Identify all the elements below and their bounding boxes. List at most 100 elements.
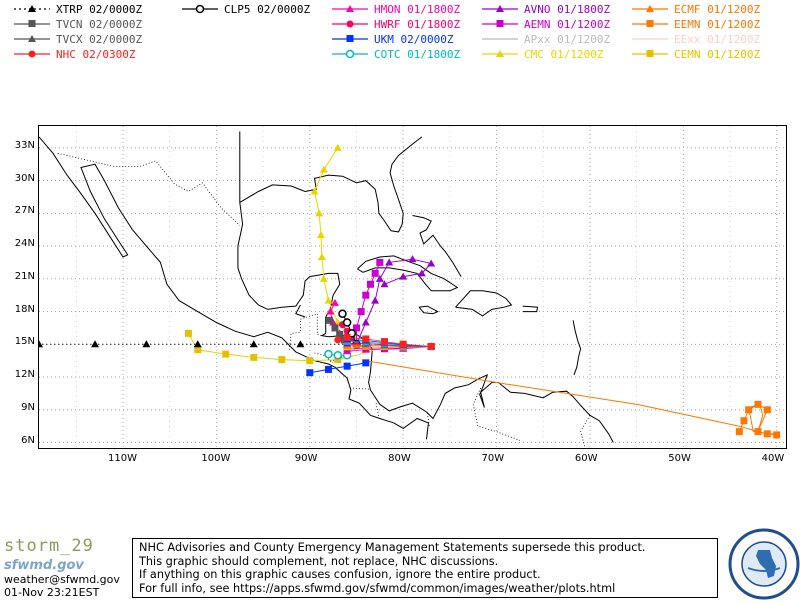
track-point — [342, 318, 352, 327]
coast-north-america-west — [38, 136, 429, 440]
lon-label: 60W — [574, 453, 598, 464]
legend-label: CMC 01/1200Z — [524, 47, 604, 61]
legend-swatch — [14, 20, 50, 27]
track-point — [375, 274, 384, 282]
lat-label: 30N — [14, 172, 35, 184]
legend-label: TVCX 02/0000Z — [56, 32, 143, 46]
coast-bahamas — [412, 215, 462, 277]
legend-swatch — [14, 5, 50, 12]
legend-item-tvcx: TVCX 02/0000Z — [12, 32, 142, 46]
track-point — [366, 280, 374, 288]
legend-item-ecmf: ECMF 01/1200Z — [630, 2, 760, 16]
track-point — [357, 308, 365, 316]
track-point — [278, 356, 286, 364]
track-point — [763, 430, 771, 438]
legend-swatch — [632, 5, 668, 12]
lat-label: 15N — [14, 336, 35, 348]
timestamp: 01-Nov 23:21EST — [4, 586, 100, 599]
legend-label: CEMN 01/1200Z — [674, 47, 761, 61]
track-point — [317, 252, 326, 260]
disclaimer-link-line[interactable]: For full info, see https://apps.sfwmd.go… — [139, 581, 616, 595]
track-line — [356, 258, 433, 345]
legend-label: CLP5 02/0000Z — [224, 2, 311, 16]
legend-item-avno: AVNO 01/1800Z — [480, 2, 610, 16]
track-point — [250, 353, 258, 361]
lon-label: 70W — [481, 453, 505, 464]
legend-swatch — [332, 49, 368, 59]
track-point — [773, 431, 781, 439]
track-point — [376, 258, 384, 266]
track-point — [316, 231, 325, 239]
legend-item-ukm: UKM 02/0000Z — [330, 32, 453, 46]
track-point — [296, 340, 305, 348]
political-border — [580, 415, 591, 449]
track-point — [745, 406, 753, 414]
political-border — [316, 313, 327, 338]
track-point — [763, 406, 771, 414]
coast-yucatan-inner — [295, 304, 306, 318]
track-line — [309, 362, 366, 374]
lat-label: 27N — [14, 205, 35, 217]
lon-label: 100W — [201, 453, 231, 464]
disclaimer-line: If anything on this graphic causes confu… — [139, 568, 541, 581]
legend-item-aemn: AEMN 01/1200Z — [480, 17, 610, 31]
track-avno — [352, 255, 436, 348]
track-point — [193, 340, 202, 348]
track-line — [313, 147, 367, 351]
track-point — [361, 318, 370, 326]
coast-jamaica — [418, 305, 439, 315]
legend-swatch — [182, 4, 218, 14]
track-ukm — [306, 359, 370, 377]
track-point — [319, 165, 328, 173]
coast-hispaniola — [455, 290, 513, 317]
political-border — [314, 352, 334, 364]
track-point — [362, 291, 370, 299]
track-point — [336, 330, 344, 338]
lat-label: 33N — [14, 139, 35, 151]
legend-label: UKM 02/0000Z — [374, 32, 454, 46]
legend-swatch — [632, 50, 668, 57]
legend-label: EExx 01/1200Z — [674, 32, 761, 46]
track-point — [735, 428, 743, 436]
legend-item-hmon: HMON 01/1800Z — [330, 2, 460, 16]
legend-swatch — [332, 35, 368, 42]
legend-item-cemn: CEMN 01/1200Z — [630, 47, 760, 61]
track-point — [333, 350, 343, 360]
track-cmc-north — [310, 143, 370, 353]
track-cemn-west — [184, 329, 342, 365]
legend-label: NHC 02/0300Z — [56, 47, 136, 61]
lat-label: 6N — [21, 434, 35, 446]
legend-item-cotc: COTC 01/1800Z — [330, 47, 460, 61]
track-point — [352, 324, 360, 332]
track-point — [385, 258, 394, 266]
legend-label: APxx 01/1200Z — [524, 32, 611, 46]
track-point — [324, 349, 333, 359]
legend-label: XTRP 02/0000Z — [56, 2, 143, 16]
sfwmd-logo-text[interactable]: sfwmd.gov — [4, 558, 84, 573]
lat-label: 9N — [21, 401, 35, 413]
track-map — [35, 126, 786, 449]
legend-item-xtrp: XTRP 02/0000Z — [12, 2, 142, 16]
lon-label: 90W — [294, 453, 318, 464]
track-point — [333, 143, 342, 151]
graticule — [39, 126, 786, 448]
storm-name: storm_29 — [4, 536, 94, 556]
map-frame — [35, 125, 787, 449]
political-border — [57, 152, 241, 226]
track-point — [343, 333, 351, 341]
track-point — [338, 309, 347, 318]
coast-us-gulf — [239, 136, 423, 233]
legend-swatch — [482, 50, 518, 57]
track-point — [417, 269, 426, 277]
track-point — [315, 209, 324, 217]
track-point — [334, 356, 342, 364]
forecast-tracks — [35, 143, 781, 439]
land-outlines — [38, 131, 614, 449]
track-point — [142, 340, 151, 348]
sfwmd-seal-logo — [728, 528, 800, 600]
legend-item-nhc: NHC 02/0300Z — [12, 47, 135, 61]
contact-email[interactable]: weather@sfwmd.gov — [4, 573, 120, 586]
track-point — [362, 335, 370, 343]
coast-cuba — [357, 255, 459, 292]
legend-item-cmc: CMC 01/1200Z — [480, 47, 603, 61]
